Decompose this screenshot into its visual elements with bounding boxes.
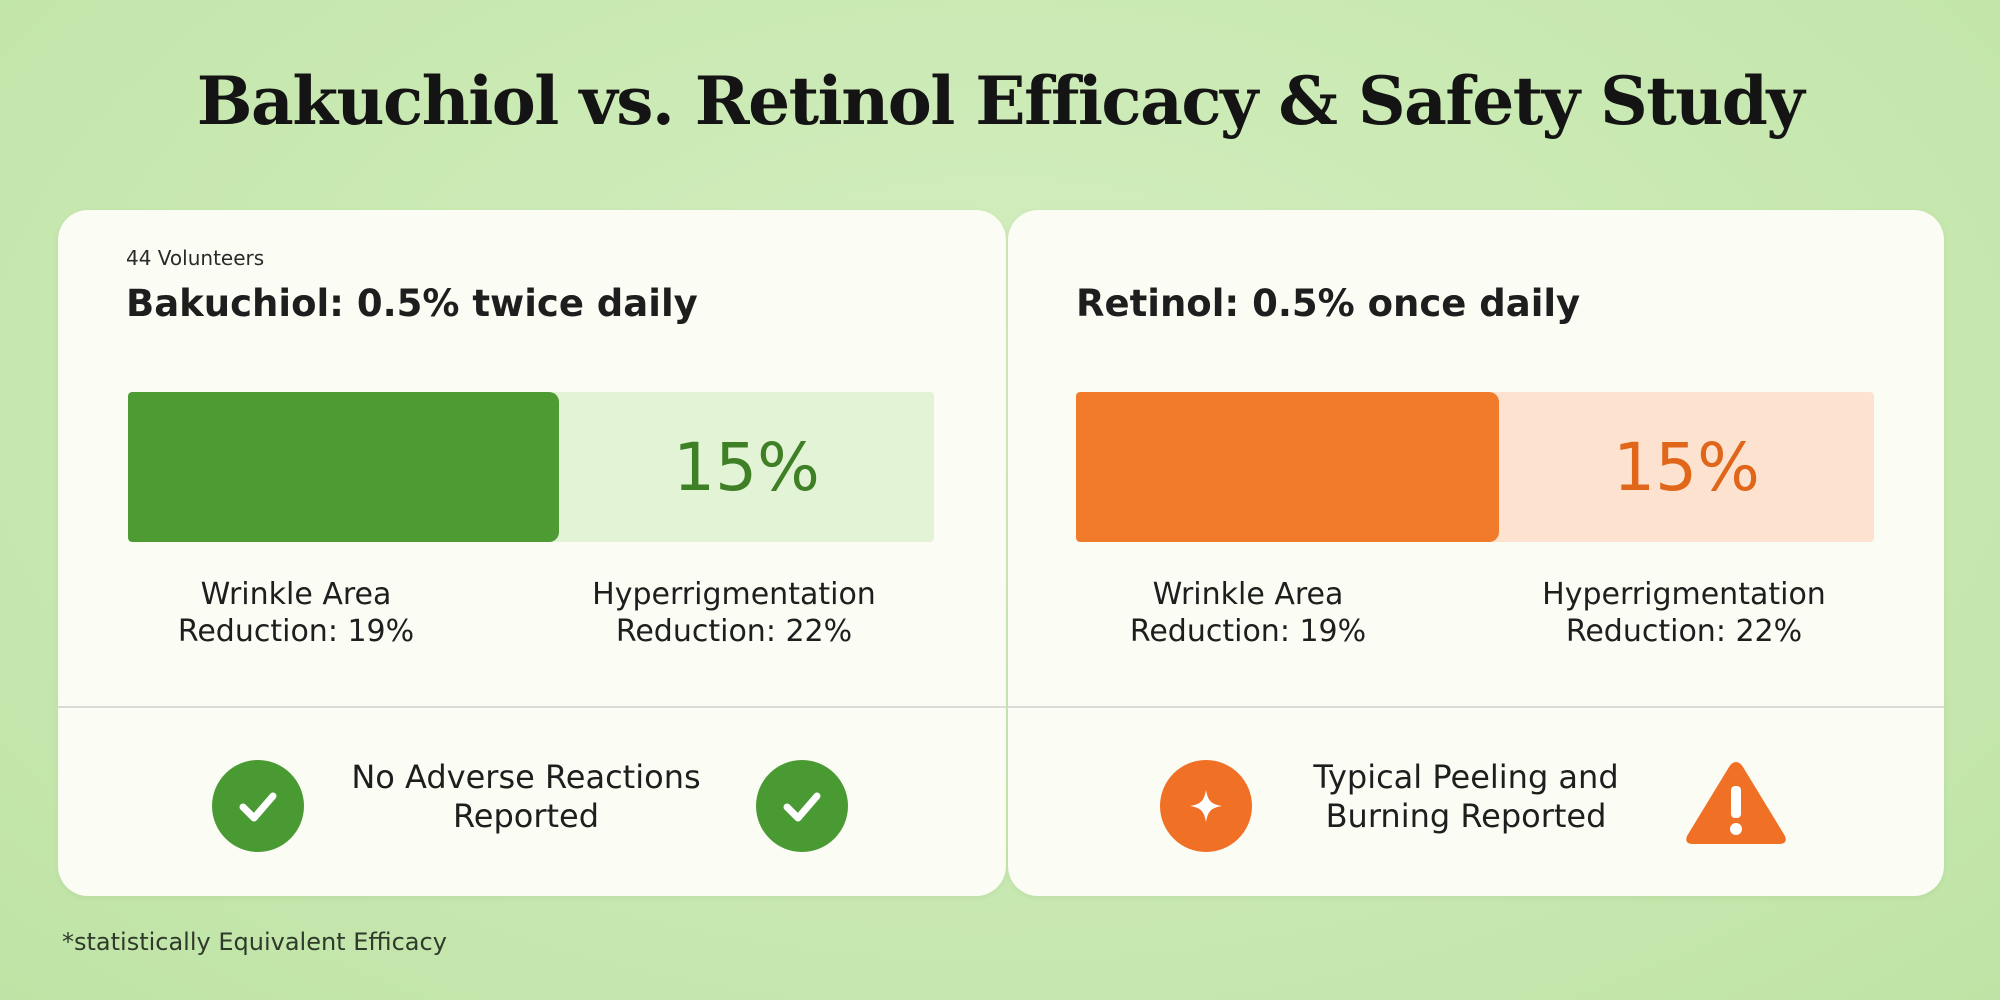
status-line-2: Burning Reported <box>1325 797 1607 835</box>
status-line-1: No Adverse Reactions <box>351 758 701 796</box>
bakuchiol-bar-value: 15% <box>673 428 820 506</box>
hyperpigmentation-label: Hyperrigmentation <box>1542 577 1826 612</box>
retinol-bar-track: 15% <box>1076 392 1874 542</box>
status-line-1: Typical Peeling and <box>1313 758 1619 796</box>
retinol-panel: Retinol: 0.5% once daily 15% Wrinkle Are… <box>1008 210 1944 896</box>
hyperpigmentation-value: Reduction: 22% <box>615 614 853 649</box>
wrinkle-label: Wrinkle Area <box>200 577 392 612</box>
bakuchiol-panel: 44 Volunteers Bakuchiol: 0.5% twice dail… <box>58 210 1006 896</box>
check-circle-icon <box>212 760 304 852</box>
bakuchiol-heading: Bakuchiol: 0.5% twice daily <box>126 282 698 325</box>
retinol-heading: Retinol: 0.5% once daily <box>1076 282 1581 325</box>
retinol-wrinkle-metric: Wrinkle Area Reduction: 19% <box>1068 576 1428 650</box>
bakuchiol-safety-status: No Adverse Reactions Reported <box>296 758 756 836</box>
bakuchiol-hyperpigmentation-metric: Hyperrigmentation Reduction: 22% <box>554 576 914 650</box>
panel-divider <box>1008 706 1944 708</box>
retinol-bar-value: 15% <box>1613 428 1760 506</box>
volunteers-count: 44 Volunteers <box>126 246 265 270</box>
hyperpigmentation-label: Hyperrigmentation <box>592 577 876 612</box>
panel-divider <box>58 706 1006 708</box>
warning-triangle-icon <box>1682 756 1790 852</box>
wrinkle-value: Reduction: 19% <box>1129 614 1367 649</box>
retinol-hyperpigmentation-metric: Hyperrigmentation Reduction: 22% <box>1504 576 1864 650</box>
retinol-bar <box>1076 392 1499 542</box>
status-line-2: Reported <box>452 797 600 835</box>
sparkle-circle-icon <box>1160 760 1252 852</box>
hyperpigmentation-value: Reduction: 22% <box>1565 614 1803 649</box>
check-circle-icon <box>756 760 848 852</box>
bakuchiol-bar <box>128 392 559 542</box>
bakuchiol-bar-track: 15% <box>128 392 934 542</box>
bakuchiol-wrinkle-metric: Wrinkle Area Reduction: 19% <box>116 576 476 650</box>
retinol-safety-status: Typical Peeling and Burning Reported <box>1236 758 1696 836</box>
wrinkle-value: Reduction: 19% <box>177 614 415 649</box>
page-title: Bakuchiol vs. Retinol Efficacy & Safety … <box>196 62 1805 140</box>
wrinkle-label: Wrinkle Area <box>1152 577 1344 612</box>
footnote: *statistically Equivalent Efficacy <box>62 928 447 956</box>
